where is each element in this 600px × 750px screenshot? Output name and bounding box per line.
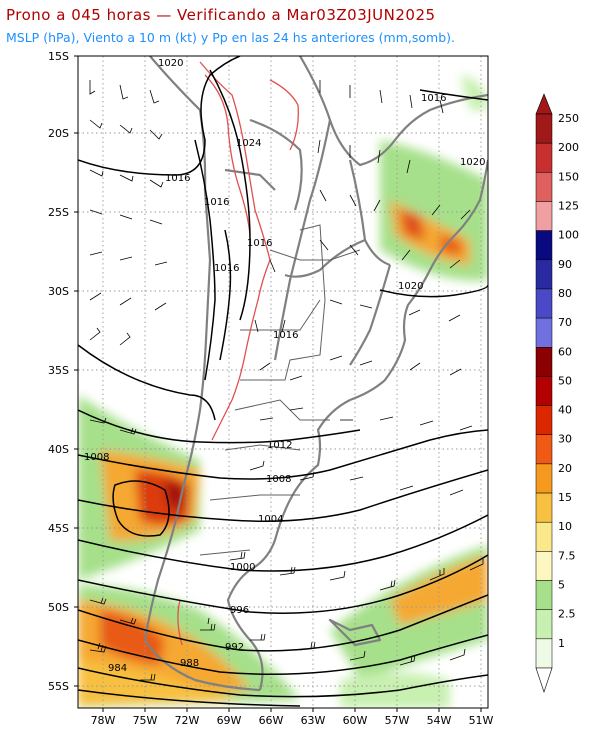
isobar-label: 996 (230, 605, 249, 616)
colorbar-label: 20 (558, 462, 572, 475)
lat-tick-label: 55S (48, 680, 69, 693)
map-title: Prono a 045 horas — Verificando a Mar03Z… (6, 6, 436, 24)
coastline (143, 56, 488, 692)
isobar-label: 1016 (165, 173, 190, 184)
colorbar-label: 30 (558, 433, 572, 446)
colorbar-cell (535, 463, 553, 494)
longitude-axis: 78W 75W 72W 69W 66W 63W 60W 57W 54W 51W (91, 708, 494, 727)
isobar-label: 988 (180, 658, 199, 669)
colorbar-cell (535, 317, 553, 348)
colorbar-cell (535, 580, 553, 610)
colorbar-cell (535, 638, 553, 669)
isobar-label: 1020 (158, 58, 183, 69)
colorbar-cell (535, 551, 553, 581)
colorbar-label: 80 (558, 287, 572, 300)
isobar-label: 1020 (398, 281, 423, 292)
map-subtitle: MSLP (hPa), Viento a 10 m (kt) y Pp en l… (6, 30, 455, 45)
isobar-label: 984 (108, 663, 127, 674)
lon-tick-label: 69W (217, 714, 242, 727)
colorbar-label: 250 (558, 112, 579, 125)
colorbar-label: 60 (558, 345, 572, 358)
lat-tick-label: 50S (48, 601, 69, 614)
colorbar-cell (535, 201, 553, 231)
precipitation-colorbar: 250 200 150 125 100 90 80 70 60 50 40 30 20 15 10 7.5 5 2… (535, 93, 579, 693)
colorbar-label: 100 (558, 229, 579, 242)
colorbar-label: 15 (558, 491, 572, 504)
colorbar-label: 7.5 (558, 549, 576, 562)
isobar-label: 992 (225, 642, 244, 653)
isobar-label: 1020 (460, 157, 485, 168)
isobar-label: 1016 (204, 197, 229, 208)
isobar-label: 1000 (230, 562, 255, 573)
map-border (77, 55, 489, 709)
colorbar-label: 200 (558, 141, 579, 154)
lat-tick-label: 45S (48, 522, 69, 535)
colorbar-label: 10 (558, 520, 572, 533)
isobar-label: 1024 (236, 138, 261, 149)
lat-tick-label: 20S (48, 127, 69, 140)
isobar-label: 1016 (247, 238, 272, 249)
colorbar-label: 40 (558, 404, 572, 417)
isobar-label: 1016 (273, 330, 298, 341)
colorbar-bottom-arrow (535, 667, 553, 693)
wind-barbs (89, 80, 484, 681)
isobar-label: 1004 (258, 514, 283, 525)
lon-tick-label: 57W (385, 714, 410, 727)
isobar-label: 1016 (421, 93, 446, 104)
lat-tick-label: 35S (48, 364, 69, 377)
latitude-axis: 15S 20S 25S 30S 35S 40S 45S 50S 55S (48, 50, 78, 693)
colorbar-cell (535, 405, 553, 435)
colorbar-cell (535, 347, 553, 377)
lat-tick-label: 15S (48, 50, 69, 63)
colorbar-label: 70 (558, 316, 572, 329)
colorbar-label: 2.5 (558, 608, 576, 621)
colorbar-cell (535, 142, 553, 173)
colorbar-cell (535, 492, 553, 523)
colorbar-label: 150 (558, 170, 579, 183)
lat-tick-label: 30S (48, 285, 69, 298)
isobar-label: 1012 (267, 440, 292, 451)
lon-tick-label: 54W (427, 714, 452, 727)
isobar-labels: 1020 1016 1024 1016 1016 1016 1016 1020 … (84, 58, 485, 674)
lon-tick-label: 51W (469, 714, 494, 727)
lat-tick-label: 40S (48, 443, 69, 456)
colorbar-cell (535, 434, 553, 465)
colorbar-cell (535, 521, 553, 552)
colorbar-cell (535, 288, 553, 319)
colorbar-cell (535, 609, 553, 640)
isobar-label: 1008 (266, 474, 291, 485)
lon-tick-label: 78W (91, 714, 116, 727)
isobar-lines (78, 56, 488, 707)
colorbar-cell (535, 376, 553, 406)
lon-tick-label: 72W (175, 714, 200, 727)
colorbar-cell (535, 172, 553, 202)
colorbar-label: 1 (558, 637, 565, 650)
colorbar-label: 125 (558, 199, 579, 212)
lat-tick-label: 25S (48, 206, 69, 219)
isobar-label: 1008 (84, 452, 109, 463)
colorbar-label: 5 (558, 579, 565, 592)
lon-tick-label: 63W (301, 714, 326, 727)
lon-tick-label: 75W (133, 714, 158, 727)
colorbar-cell (535, 230, 553, 261)
colorbar-top-arrow (535, 93, 553, 115)
lat-lon-grid (78, 56, 488, 708)
isobar-label: 1016 (214, 263, 239, 274)
lon-tick-label: 60W (343, 714, 368, 727)
colorbar-label: 50 (558, 374, 572, 387)
lon-tick-label: 66W (259, 714, 284, 727)
colorbar-cell (535, 259, 553, 290)
colorbar-label: 90 (558, 258, 572, 271)
colorbar-cell (535, 113, 553, 144)
